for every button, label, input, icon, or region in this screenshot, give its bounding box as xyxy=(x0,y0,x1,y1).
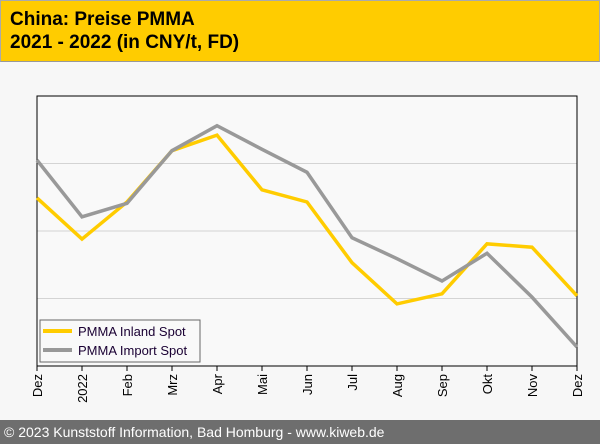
x-tick-label: Dez xyxy=(30,374,45,397)
legend: PMMA Inland Spot PMMA Import Spot xyxy=(39,319,201,363)
x-tick-label: Mai xyxy=(255,374,270,395)
x-tick-label: 2022 xyxy=(75,374,90,403)
x-tick-label: Aug xyxy=(390,374,405,397)
chart-title: China: Preise PMMA 2021 - 2022 (in CNY/t… xyxy=(0,0,600,62)
series-line-pmma-import-spot xyxy=(35,123,579,349)
legend-label: PMMA Import Spot xyxy=(78,343,187,358)
title-line-1: China: Preise PMMA xyxy=(10,9,195,30)
x-tick-label: Jul xyxy=(345,374,360,391)
title-line-2: 2021 - 2022 (in CNY/t, FD) xyxy=(10,32,240,53)
x-tick-label: Jun xyxy=(300,374,315,395)
x-tick-label: Dez xyxy=(570,374,585,397)
x-tick-label: Apr xyxy=(210,373,225,394)
x-tick-label: Mrz xyxy=(165,374,180,396)
line-chart: Dez 2022 Feb Mrz Apr Mai Jun Jul Aug Sep Okt Nov Dez… xyxy=(30,95,585,403)
footer-copyright: © 2023 Kunststoff Information, Bad Hombu… xyxy=(0,420,600,444)
legend-box xyxy=(39,319,201,363)
legend-label: PMMA Inland Spot xyxy=(78,324,186,339)
x-tick-label: Feb xyxy=(120,374,135,396)
x-tick-label: Nov xyxy=(525,374,540,398)
x-tick-label: Okt xyxy=(480,374,495,395)
x-tick-label: Sep xyxy=(435,374,450,397)
